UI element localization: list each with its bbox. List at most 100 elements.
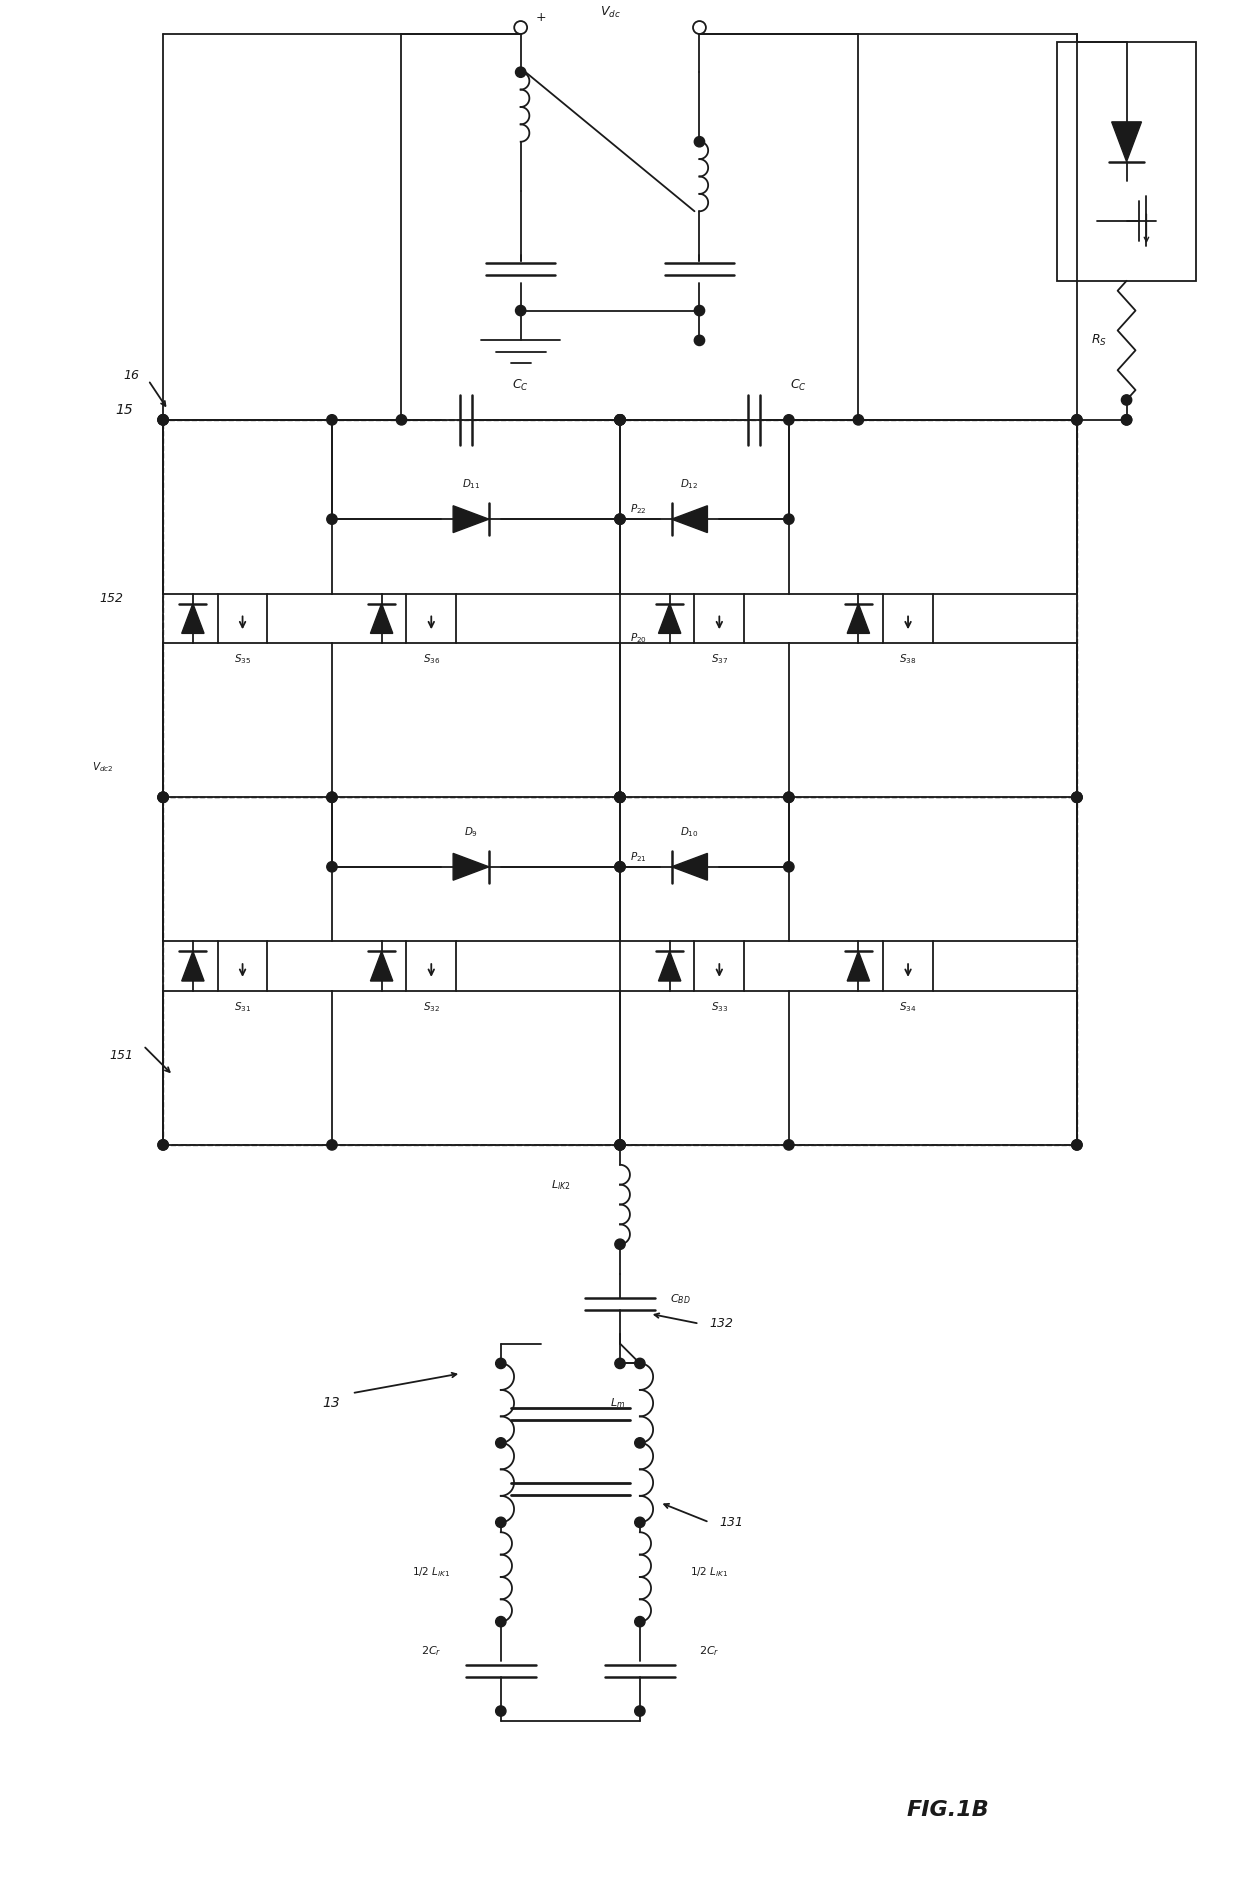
Bar	[883, 941, 932, 991]
Polygon shape	[453, 506, 489, 532]
Circle shape	[693, 21, 706, 34]
Circle shape	[1071, 792, 1083, 803]
Circle shape	[615, 862, 625, 871]
Polygon shape	[182, 951, 205, 981]
Circle shape	[694, 335, 704, 345]
Circle shape	[496, 1517, 506, 1527]
Text: +: +	[536, 11, 546, 25]
Text: $C_{BD}$: $C_{BD}$	[670, 1292, 691, 1305]
Text: $1/2\ L_{lK1}$: $1/2\ L_{lK1}$	[412, 1564, 450, 1580]
Polygon shape	[182, 604, 205, 633]
Text: $S_{34}$: $S_{34}$	[899, 1000, 916, 1013]
Bar	[164, 420, 1076, 797]
Bar	[218, 593, 268, 644]
Circle shape	[496, 1438, 506, 1449]
Circle shape	[615, 1140, 625, 1150]
Circle shape	[1121, 415, 1132, 424]
Circle shape	[784, 513, 794, 525]
Circle shape	[157, 1140, 169, 1150]
Polygon shape	[847, 951, 869, 981]
Circle shape	[327, 415, 337, 424]
Text: $2C_r$: $2C_r$	[422, 1644, 441, 1659]
Circle shape	[1071, 415, 1083, 424]
Circle shape	[496, 1616, 506, 1627]
Circle shape	[635, 1616, 645, 1627]
Text: $L_m$: $L_m$	[610, 1396, 625, 1409]
Text: FIG.1B: FIG.1B	[906, 1801, 990, 1820]
Bar	[1056, 42, 1197, 280]
Text: $V_{dc}$: $V_{dc}$	[600, 6, 620, 21]
Circle shape	[157, 792, 169, 803]
Text: $C_C$: $C_C$	[512, 377, 529, 392]
Bar	[164, 420, 1076, 1144]
Circle shape	[327, 792, 337, 803]
Circle shape	[1071, 1140, 1083, 1150]
Circle shape	[615, 1140, 625, 1150]
Circle shape	[853, 415, 863, 424]
Bar	[218, 941, 268, 991]
Text: $P_{21}$: $P_{21}$	[630, 850, 647, 864]
Text: $D_9$: $D_9$	[464, 826, 479, 839]
Circle shape	[784, 862, 794, 871]
Circle shape	[615, 415, 625, 424]
Text: $R_S$: $R_S$	[1091, 333, 1107, 348]
Text: $D_{10}$: $D_{10}$	[681, 826, 699, 839]
Bar	[694, 941, 744, 991]
Polygon shape	[371, 604, 393, 633]
Circle shape	[635, 1358, 645, 1369]
Circle shape	[327, 792, 337, 803]
Text: $P_{22}$: $P_{22}$	[630, 502, 646, 517]
Circle shape	[615, 415, 625, 424]
Text: 132: 132	[709, 1316, 733, 1330]
Circle shape	[1071, 792, 1083, 803]
Circle shape	[694, 305, 704, 316]
Text: 16: 16	[123, 369, 139, 383]
Circle shape	[635, 1438, 645, 1449]
Text: $S_{37}$: $S_{37}$	[711, 652, 728, 667]
Polygon shape	[847, 604, 869, 633]
Text: $2C_r$: $2C_r$	[699, 1644, 719, 1659]
Circle shape	[1071, 1140, 1083, 1150]
Circle shape	[157, 1140, 169, 1150]
Text: 131: 131	[719, 1515, 743, 1528]
Text: $D_{12}$: $D_{12}$	[681, 477, 699, 491]
Circle shape	[784, 1140, 794, 1150]
Circle shape	[157, 415, 169, 424]
Bar	[407, 941, 456, 991]
Polygon shape	[1112, 121, 1142, 161]
Circle shape	[516, 66, 526, 78]
Polygon shape	[453, 854, 489, 881]
Circle shape	[515, 21, 527, 34]
Text: $L_{lK2}$: $L_{lK2}$	[551, 1178, 570, 1191]
Circle shape	[516, 305, 526, 316]
Circle shape	[635, 1517, 645, 1527]
Circle shape	[157, 415, 169, 424]
Text: $S_{35}$: $S_{35}$	[234, 652, 252, 667]
Polygon shape	[672, 854, 707, 881]
Circle shape	[397, 415, 407, 424]
Circle shape	[694, 136, 704, 148]
Polygon shape	[672, 506, 707, 532]
Bar	[694, 593, 744, 644]
Text: 151: 151	[109, 1049, 133, 1063]
Text: $S_{38}$: $S_{38}$	[899, 652, 916, 667]
Circle shape	[784, 792, 794, 803]
Circle shape	[327, 1140, 337, 1150]
Text: $S_{36}$: $S_{36}$	[423, 652, 440, 667]
Circle shape	[784, 415, 794, 424]
Text: 152: 152	[99, 593, 123, 604]
Circle shape	[615, 862, 625, 871]
Circle shape	[1121, 394, 1132, 405]
Circle shape	[615, 415, 625, 424]
Polygon shape	[658, 604, 681, 633]
Circle shape	[1071, 792, 1083, 803]
Circle shape	[615, 792, 625, 803]
Bar	[883, 593, 932, 644]
Polygon shape	[371, 951, 393, 981]
Text: $1/2\ L_{lK1}$: $1/2\ L_{lK1}$	[691, 1564, 729, 1580]
Circle shape	[615, 792, 625, 803]
Circle shape	[615, 792, 625, 803]
Text: 15: 15	[115, 403, 133, 417]
Circle shape	[784, 792, 794, 803]
Circle shape	[1121, 415, 1132, 424]
